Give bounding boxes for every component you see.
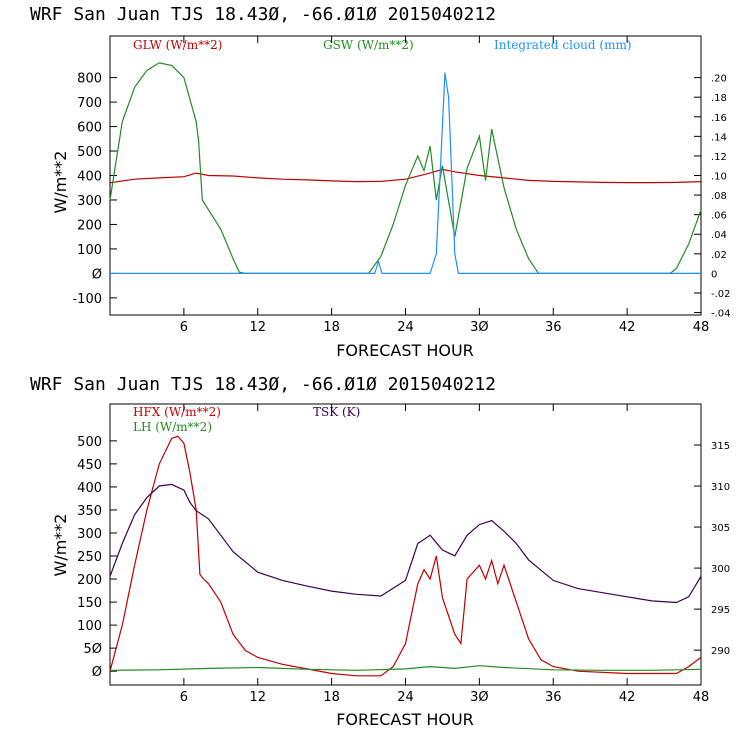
y-tick-label: Ø bbox=[92, 665, 102, 680]
top-chart-title: WRF San Juan TJS 18.43Ø, -66.Ø1Ø 2015040… bbox=[30, 4, 496, 25]
y2-tick-label: .12 bbox=[711, 152, 727, 163]
y-tick-label: 100 bbox=[77, 243, 102, 258]
series-integrated-line bbox=[110, 72, 701, 274]
y2-tick-label: .10 bbox=[711, 172, 727, 183]
y2-tick-label: 305 bbox=[711, 523, 730, 534]
x-tick-label: 48 bbox=[693, 320, 710, 335]
y-tick-label: 500 bbox=[77, 435, 102, 450]
legend-glw: GLW (W/m**2) bbox=[133, 38, 222, 52]
series-tsk-line bbox=[109, 483, 702, 604]
bottom-y-axis-label: W/m**2 bbox=[51, 514, 70, 577]
series-lh-line bbox=[109, 665, 702, 671]
y2-tick-label: 0 bbox=[711, 269, 717, 280]
y-tick-label: 400 bbox=[77, 481, 102, 496]
x-tick-label: 36 bbox=[545, 320, 562, 335]
y2-tick-label: .02 bbox=[711, 250, 727, 261]
y-tick-label: 200 bbox=[77, 218, 102, 233]
legend-lh: LH (W/m**2) bbox=[133, 420, 212, 434]
y-tick-label: 500 bbox=[77, 145, 102, 160]
bottom-x-axis-label: FORECAST HOUR bbox=[336, 710, 474, 729]
y2-tick-label: 310 bbox=[711, 482, 730, 493]
top-chart: WRF San Juan TJS 18.43Ø, -66.Ø1Ø 2015040… bbox=[30, 4, 731, 360]
x-tick-label: 6 bbox=[180, 320, 188, 335]
y-tick-label: 100 bbox=[77, 619, 102, 634]
series-glw-line bbox=[109, 168, 702, 184]
y2-tick-label: .04 bbox=[711, 230, 727, 241]
x-tick-label: 48 bbox=[693, 690, 710, 705]
legend-tsk: TSK (K) bbox=[313, 405, 360, 419]
y-tick-label: 800 bbox=[77, 72, 102, 87]
x-tick-label: 24 bbox=[397, 690, 414, 705]
y2-tick-label: 290 bbox=[711, 646, 730, 657]
x-tick-label: 3Ø bbox=[470, 320, 489, 335]
y2-tick-label: .06 bbox=[711, 211, 727, 222]
x-tick-label: 18 bbox=[323, 320, 340, 335]
y2-tick-label: 300 bbox=[711, 564, 730, 575]
y-tick-label: 300 bbox=[77, 527, 102, 542]
series-gsw-line bbox=[109, 62, 702, 274]
x-tick-label: 12 bbox=[249, 320, 266, 335]
y2-tick-label: 315 bbox=[711, 441, 730, 452]
y-tick-label: 150 bbox=[77, 596, 102, 611]
x-tick-label: 42 bbox=[619, 320, 636, 335]
legend-cloud: Integrated cloud (mm) bbox=[494, 38, 632, 52]
y2-tick-label: -.02 bbox=[711, 289, 731, 300]
y-tick-label: 450 bbox=[77, 458, 102, 473]
y-tick-label: 600 bbox=[77, 121, 102, 136]
top-y-axis-label: W/m**2 bbox=[51, 151, 70, 214]
x-tick-label: 3Ø bbox=[470, 690, 489, 705]
legend-gsw: GSW (W/m**2) bbox=[323, 38, 414, 52]
y-tick-label: Ø bbox=[92, 267, 102, 282]
y-tick-label: 300 bbox=[77, 194, 102, 209]
y2-tick-label: .14 bbox=[711, 132, 727, 143]
x-tick-label: 18 bbox=[323, 690, 340, 705]
y-tick-label: 250 bbox=[77, 550, 102, 565]
x-tick-label: 12 bbox=[249, 690, 266, 705]
y2-tick-label: 295 bbox=[711, 605, 730, 616]
x-tick-label: 6 bbox=[180, 690, 188, 705]
y-tick-label: 5Ø bbox=[83, 642, 102, 657]
bottom-chart: WRF San Juan TJS 18.43Ø, -66.Ø1Ø 2015040… bbox=[30, 374, 730, 729]
legend-hfx: HFX (W/m**2) bbox=[133, 405, 221, 419]
y2-tick-label: .16 bbox=[711, 113, 727, 124]
series-hfx-line bbox=[109, 435, 702, 677]
y-tick-label: 400 bbox=[77, 170, 102, 185]
y2-tick-label: -.04 bbox=[711, 309, 731, 320]
top-x-axis-label: FORECAST HOUR bbox=[336, 341, 474, 360]
y2-tick-label: .08 bbox=[711, 191, 727, 202]
y-tick-label: 200 bbox=[77, 573, 102, 588]
x-tick-label: 42 bbox=[619, 690, 636, 705]
y-tick-label: 700 bbox=[77, 96, 102, 111]
x-tick-label: 36 bbox=[545, 690, 562, 705]
y2-tick-label: .18 bbox=[711, 93, 727, 104]
y-tick-label: 350 bbox=[77, 504, 102, 519]
bottom-chart-title: WRF San Juan TJS 18.43Ø, -66.Ø1Ø 2015040… bbox=[30, 374, 496, 395]
x-tick-label: 24 bbox=[397, 320, 414, 335]
y2-tick-label: .20 bbox=[711, 74, 727, 85]
y-tick-label: -100 bbox=[72, 292, 102, 307]
